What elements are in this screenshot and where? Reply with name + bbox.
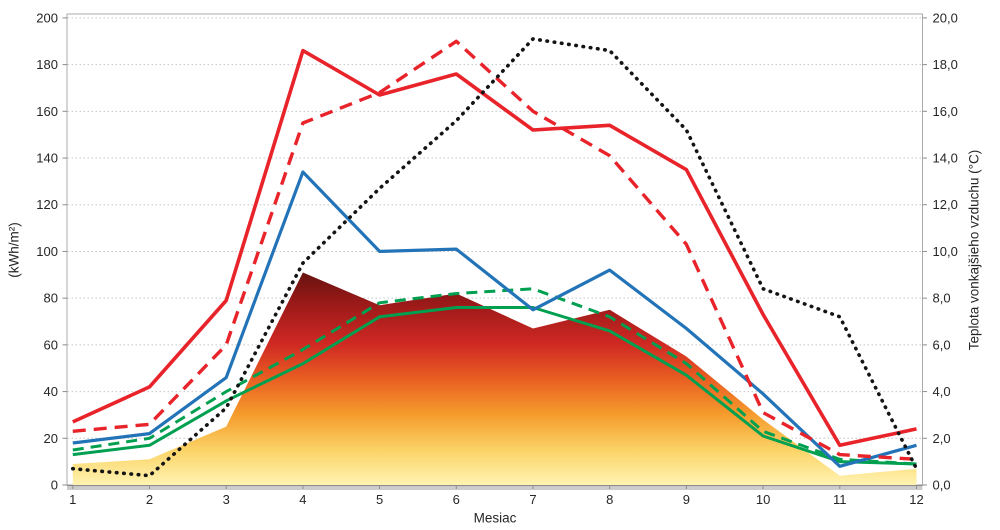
- left-axis-tick-label: 0: [51, 478, 58, 493]
- x-axis-tick-label: 1: [69, 492, 76, 507]
- left-axis-tick-label: 120: [36, 197, 58, 212]
- right-axis-tick-label: 10,0: [933, 244, 958, 259]
- right-axis-tick-label: 14,0: [933, 151, 958, 166]
- x-axis-tick-label: 11: [833, 492, 847, 507]
- x-axis-tick-label: 12: [909, 492, 923, 507]
- right-axis-tick-label: 18,0: [933, 57, 958, 72]
- left-axis-tick-label: 80: [44, 291, 58, 306]
- x-axis-tick-label: 8: [606, 492, 613, 507]
- series-green-dashed: [72, 287, 917, 466]
- left-axis-tick-label: 180: [36, 57, 58, 72]
- x-axis-tick-label: 6: [453, 492, 460, 507]
- right-axis-tick-label: 0,0: [933, 478, 951, 493]
- x-axis-tick-label: 3: [223, 492, 230, 507]
- left-axis-tick-label: 60: [44, 337, 58, 352]
- x-axis-tick-label: 2: [146, 492, 153, 507]
- right-axis-tick-label: 12,0: [933, 197, 958, 212]
- right-axis-tick-label: 4,0: [933, 384, 951, 399]
- right-axis-tick-label: 16,0: [933, 104, 958, 119]
- x-axis-tick-label: 4: [299, 492, 306, 507]
- right-axis-tick-label: 8,0: [933, 291, 951, 306]
- series-red-solid: [72, 48, 917, 448]
- left-axis-tick-label: 140: [36, 151, 58, 166]
- x-axis-tick-label: 7: [529, 492, 536, 507]
- left-axis-tick-label: 40: [44, 384, 58, 399]
- x-axis-tick-label: 5: [376, 492, 383, 507]
- series-black-dotted: [71, 37, 919, 478]
- series-red-dashed: [72, 39, 917, 461]
- x-axis-title: Mesiac: [473, 510, 517, 526]
- left-axis-tick-label: 100: [36, 244, 58, 259]
- right-axis-tick-label: 6,0: [933, 337, 951, 352]
- left-axis-tick-label: 200: [36, 10, 58, 25]
- left-axis-tick-label: 20: [44, 431, 58, 446]
- right-axis-title: Teplota vonkajšieho vzduchu (°C): [966, 149, 982, 351]
- right-axis-tick-label: 20,0: [933, 10, 958, 25]
- axis-shadow-band: [67, 486, 923, 490]
- x-axis-tick-label: 9: [683, 492, 690, 507]
- x-axis-tick-label: 10: [756, 492, 770, 507]
- left-axis-title: (kWh/m²): [6, 222, 22, 278]
- left-axis-tick-label: 160: [36, 104, 58, 119]
- series-blue-solid: [72, 170, 917, 468]
- series-area-gradient: [72, 272, 917, 485]
- right-axis-tick-label: 2,0: [933, 431, 951, 446]
- series-green-solid: [72, 306, 917, 466]
